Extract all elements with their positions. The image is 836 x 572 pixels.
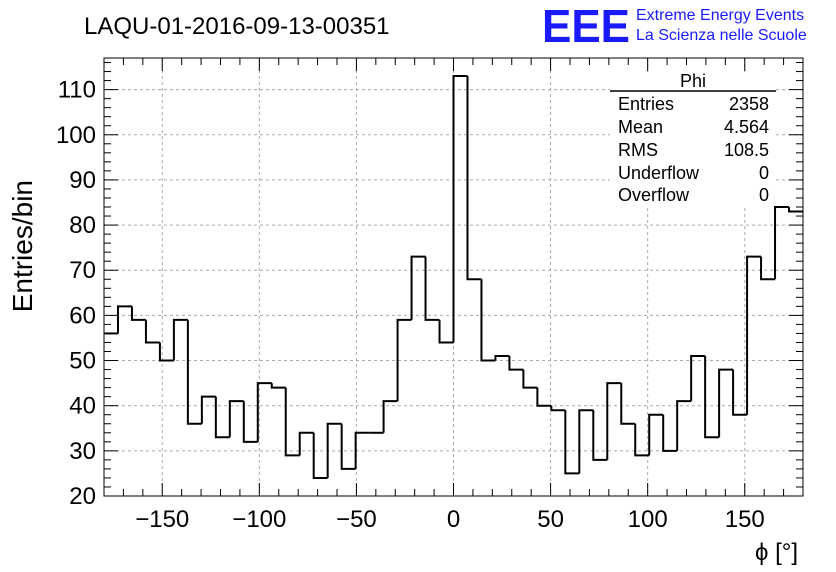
x-tick-label: −50	[336, 506, 377, 533]
stats-row: Underflow 0	[618, 163, 769, 183]
histogram-bin	[438, 319, 454, 344]
histogram-bin	[354, 431, 370, 469]
histogram-bin	[760, 256, 776, 281]
histogram-bin	[396, 318, 412, 402]
histogram-bin	[144, 319, 160, 344]
histogram-bin	[662, 414, 678, 452]
stats-row: Mean 4.564	[618, 117, 769, 137]
stats-value-entries: 2358	[729, 94, 769, 114]
histogram-bin	[200, 395, 216, 424]
chart-title: LAQU-01-2016-09-13-00351	[84, 13, 390, 40]
histogram-bin	[508, 356, 524, 371]
y-tick-label: 60	[69, 302, 96, 329]
histogram-bin	[536, 387, 552, 407]
y-axis-title: Entries/bin	[7, 180, 38, 312]
histogram-bin	[130, 306, 146, 321]
stats-label-entries: Entries	[618, 94, 674, 114]
y-tick-labels: 20 30 40 50 60 70 80 90 100 110	[56, 77, 96, 510]
histogram-bin	[158, 342, 174, 362]
stats-box-title: Phi	[680, 71, 706, 91]
x-axis-title: ϕ [°]	[755, 539, 798, 566]
histogram-bin	[382, 400, 398, 433]
stats-row: RMS 108.5	[618, 140, 769, 160]
y-tick-label: 80	[69, 212, 96, 239]
eee-logo-letters: EEE	[542, 0, 630, 52]
eee-logo-line1: Extreme Energy Events	[636, 7, 804, 24]
histogram-bin	[242, 401, 258, 443]
histogram-bin	[564, 410, 580, 475]
histogram-bin	[522, 369, 538, 389]
y-tick-label: 20	[69, 483, 96, 510]
histogram-series	[104, 75, 803, 479]
histogram-bin	[648, 413, 664, 456]
stats-row: Overflow 0	[618, 185, 769, 205]
histogram-bin	[298, 431, 314, 456]
eee-logo: EEE Extreme Energy Events La Scienza nel…	[542, 0, 807, 52]
histogram-bin	[774, 206, 790, 280]
histogram-bin	[578, 409, 594, 474]
y-tick-label: 40	[69, 393, 96, 420]
stats-value-overflow: 0	[759, 185, 769, 205]
stats-box-background	[610, 72, 776, 206]
stats-value-rms: 108.5	[724, 140, 769, 160]
histogram-bin	[452, 75, 468, 343]
histogram-bin	[788, 207, 803, 213]
x-tick-label: −100	[232, 506, 286, 533]
histogram-bin	[494, 355, 510, 361]
y-tick-label: 30	[69, 438, 96, 465]
histogram-bin	[550, 405, 566, 412]
histogram-bin	[186, 319, 202, 425]
x-tick-label: 100	[628, 506, 668, 533]
histogram-bin	[718, 368, 734, 438]
histogram-bin	[312, 432, 328, 479]
stats-label-rms: RMS	[618, 140, 658, 160]
x-tick-labels: −150 −100 −50 0 50 100 150	[135, 506, 765, 533]
histogram-bin	[214, 396, 230, 439]
stats-label-underflow: Underflow	[618, 163, 700, 183]
y-tick-label: 100	[56, 122, 96, 149]
x-tick-label: 0	[447, 506, 460, 533]
stats-value-mean: 4.564	[724, 117, 769, 137]
histogram-bin	[606, 382, 622, 460]
histogram-bin	[480, 279, 496, 362]
histogram-bin	[690, 355, 706, 402]
histogram-bin	[270, 383, 286, 389]
stats-box: Phi Entries 2358 Mean 4.564 RMS 108.5 Un…	[610, 71, 776, 206]
histogram-bin	[676, 400, 692, 451]
histogram-bin	[466, 76, 482, 281]
histogram-bin	[284, 387, 300, 457]
histogram-bin	[116, 305, 132, 334]
x-tick-label: 50	[537, 506, 564, 533]
histogram-bin	[410, 255, 426, 320]
x-tick-label: 150	[725, 506, 765, 533]
histogram-bin	[326, 422, 342, 478]
stats-value-underflow: 0	[759, 163, 769, 183]
axis-ticks	[103, 58, 804, 497]
stats-label-overflow: Overflow	[618, 185, 690, 205]
y-tick-label: 110	[58, 77, 96, 104]
x-tick-label: −150	[135, 506, 189, 533]
stats-row: Entries 2358	[618, 94, 769, 114]
y-tick-label: 90	[69, 167, 96, 194]
histogram-bin	[340, 423, 356, 470]
histogram-bin	[172, 318, 188, 361]
histogram-bin	[228, 400, 244, 438]
stats-label-mean: Mean	[618, 117, 663, 137]
y-tick-label: 50	[69, 348, 96, 375]
histogram-bin	[592, 410, 608, 461]
histogram-bin	[424, 256, 440, 321]
histogram-bin	[704, 356, 720, 439]
histogram-bin	[732, 369, 748, 416]
histogram-bin	[620, 383, 636, 425]
histogram-bin	[634, 423, 650, 457]
eee-logo-line2: La Scienza nelle Scuole	[636, 27, 807, 44]
y-tick-label: 70	[69, 257, 96, 284]
histogram-bin	[746, 255, 762, 415]
histogram-bin	[256, 382, 272, 442]
